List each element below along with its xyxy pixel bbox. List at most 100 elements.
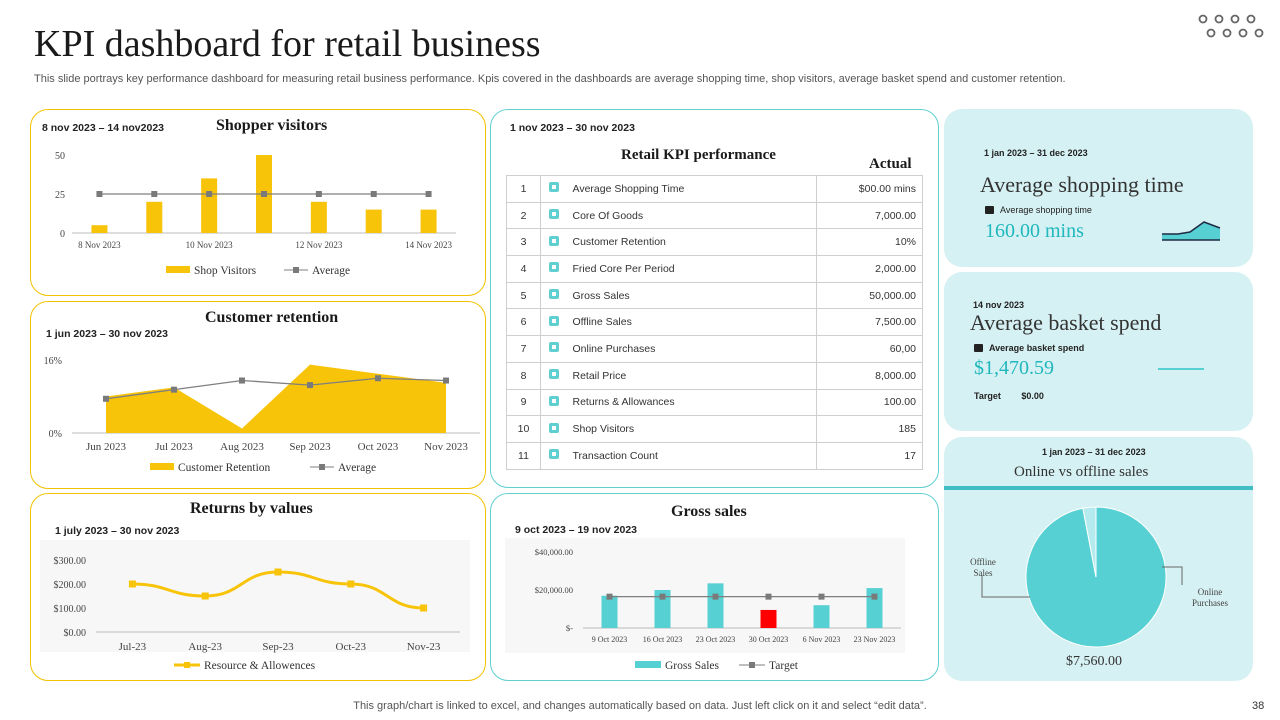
kpi-row-icon-cell (540, 175, 567, 203)
avg-time-value: 160.00 mins (985, 220, 1084, 242)
metric-icon (548, 235, 559, 246)
kpi-row-value: 50,000.00 (816, 281, 923, 310)
x-tick-label: Nov-23 (407, 641, 441, 653)
average-marker (239, 377, 245, 384)
basket-small-label-row: Average basket spend (974, 343, 1084, 353)
target-marker (606, 593, 613, 600)
average-marker (96, 191, 103, 197)
y-tick-label: 0 (60, 229, 65, 240)
x-tick-label: 12 Nov 2023 (295, 240, 342, 250)
plot-background (40, 540, 470, 652)
returns-chart[interactable]: $0.00 $100.00 $200.00 $300.00 Jul-23 Aug-23 Se… (32, 540, 484, 678)
y-tick-label: 0% (49, 429, 62, 440)
basket-value: $1,470.59 (974, 357, 1054, 379)
y-tick-label: $0.00 (64, 628, 87, 639)
kpi-row-number: 9 (506, 388, 541, 417)
average-marker (375, 375, 381, 382)
legend-label-average: Average (312, 265, 350, 277)
kpi-row-value: 10% (816, 228, 923, 257)
returns-marker (201, 592, 209, 600)
kpi-row-number: 7 (506, 335, 541, 363)
gross-sales-chart[interactable]: $- $20,000.00 $40,000.00 9 Oct 2023 16 Oct 2… (505, 538, 925, 676)
x-tick-label: 10 Nov 2023 (186, 240, 233, 250)
calendar-icon (974, 344, 983, 352)
dots-logo-icon (1198, 14, 1264, 38)
returns-marker (274, 568, 282, 576)
metric-icon (548, 315, 559, 326)
shop-visitors-bar (201, 178, 218, 233)
online-offline-date: 1 jan 2023 – 31 dec 2023 (1042, 447, 1146, 457)
kpi-row-value: 185 (816, 415, 923, 443)
kpi-table-row: 2 Core Of Goods 7,000.00 (506, 201, 923, 230)
shop-visitors-bar (310, 201, 327, 233)
x-tick-label: 23 Nov 2023 (854, 635, 896, 644)
kpi-row-value: $00.00 mins (816, 175, 923, 203)
kpi-row-number: 10 (506, 415, 541, 443)
target-marker (871, 593, 878, 600)
y-tick-label: $20,000.00 (535, 585, 573, 595)
pie-label-offline-line1: Offline (970, 557, 996, 567)
shopper-date: 8 nov 2023 – 14 nov2023 (42, 122, 164, 134)
target-marker (818, 593, 825, 600)
kpi-row-label: Shop Visitors (566, 415, 817, 443)
kpi-row-number: 1 (506, 175, 541, 203)
basket-target-value: $0.00 (1021, 391, 1044, 401)
gross-sales-bar (866, 588, 883, 628)
kpi-row-label: Fried Core Per Period (566, 255, 817, 283)
average-line (105, 377, 447, 400)
metric-icon (548, 262, 559, 273)
kpi-row-number: 3 (506, 228, 541, 257)
metric-icon (548, 182, 559, 193)
kpi-row-number: 5 (506, 281, 541, 310)
gross-title: Gross sales (671, 503, 747, 520)
shopper-visitors-chart[interactable]: 0 25 50 8 Nov 2023 10 Nov 2023 12 Nov 2023 14 … (32, 140, 484, 290)
kpi-table-row: 5 Gross Sales 50,000.00 (506, 281, 923, 310)
page-number: 38 (1252, 700, 1265, 712)
customer-retention-chart[interactable]: 16% 0% Jun 2023 Jul 2023 Aug 2023 Sep 2023 Oct… (32, 345, 484, 485)
kpi-row-icon-cell (540, 308, 567, 337)
kpi-row-icon-cell (540, 281, 567, 310)
kpi-table-row: 10 Shop Visitors 185 (506, 415, 923, 443)
retention-date: 1 jun 2023 – 30 nov 2023 (46, 328, 168, 340)
metric-icon (548, 342, 559, 353)
kpi-table-row: 7 Online Purchases 60,00 (506, 335, 923, 363)
x-tick-label: 8 Nov 2023 (78, 240, 121, 250)
average-marker (307, 382, 313, 389)
page-title: KPI dashboard for retail business (34, 23, 541, 65)
x-tick-label: Oct 2023 (358, 441, 399, 453)
kpi-row-label: Core Of Goods (566, 201, 817, 230)
y-tick-label: $300.00 (54, 556, 87, 567)
kpi-row-label: Gross Sales (566, 281, 817, 310)
kpi-row-label: Online Purchases (566, 335, 817, 363)
legend-label-target: Target (769, 660, 799, 672)
x-tick-label: 23 Oct 2023 (696, 635, 736, 644)
metric-icon (548, 369, 559, 380)
kpi-table-row: 11 Transaction Count 17 (506, 441, 923, 470)
y-tick-label: $100.00 (54, 604, 87, 615)
x-tick-label: 30 Oct 2023 (749, 635, 789, 644)
metric-icon (548, 449, 559, 460)
kpi-row-icon-cell (540, 335, 567, 363)
gross-sales-bar (813, 605, 830, 628)
metric-icon (548, 395, 559, 406)
x-tick-label: 16 Oct 2023 (643, 635, 683, 644)
legend-label-returns: Resource & Allowences (204, 660, 316, 672)
legend-marker-average (319, 464, 325, 470)
average-marker (151, 191, 158, 197)
avg-time-small-label-row: Average shopping time (985, 205, 1092, 215)
x-tick-label: Sep-23 (262, 641, 294, 653)
kpi-table-row: 4 Fried Core Per Period 2,000.00 (506, 255, 923, 283)
kpi-table-row: 1 Average Shopping Time $00.00 mins (506, 175, 923, 203)
basket-target-line (1158, 368, 1204, 370)
kpi-row-value: 7,500.00 (816, 308, 923, 337)
shop-visitors-bar (365, 209, 382, 233)
gross-sales-bar (760, 609, 777, 628)
kpi-row-icon-cell (540, 201, 567, 230)
x-tick-label: Jul-23 (119, 641, 147, 653)
legend-marker-average (293, 267, 299, 273)
x-tick-label: Jul 2023 (155, 441, 193, 453)
retention-title: Customer retention (205, 309, 339, 326)
average-marker (171, 386, 177, 393)
kpi-table-column-header: Actual (869, 156, 912, 172)
